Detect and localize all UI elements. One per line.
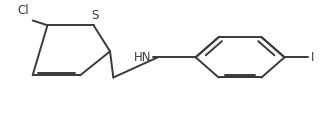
Text: I: I (311, 51, 314, 64)
Text: S: S (92, 9, 99, 22)
Text: Cl: Cl (17, 4, 29, 17)
Text: HN: HN (134, 51, 151, 64)
